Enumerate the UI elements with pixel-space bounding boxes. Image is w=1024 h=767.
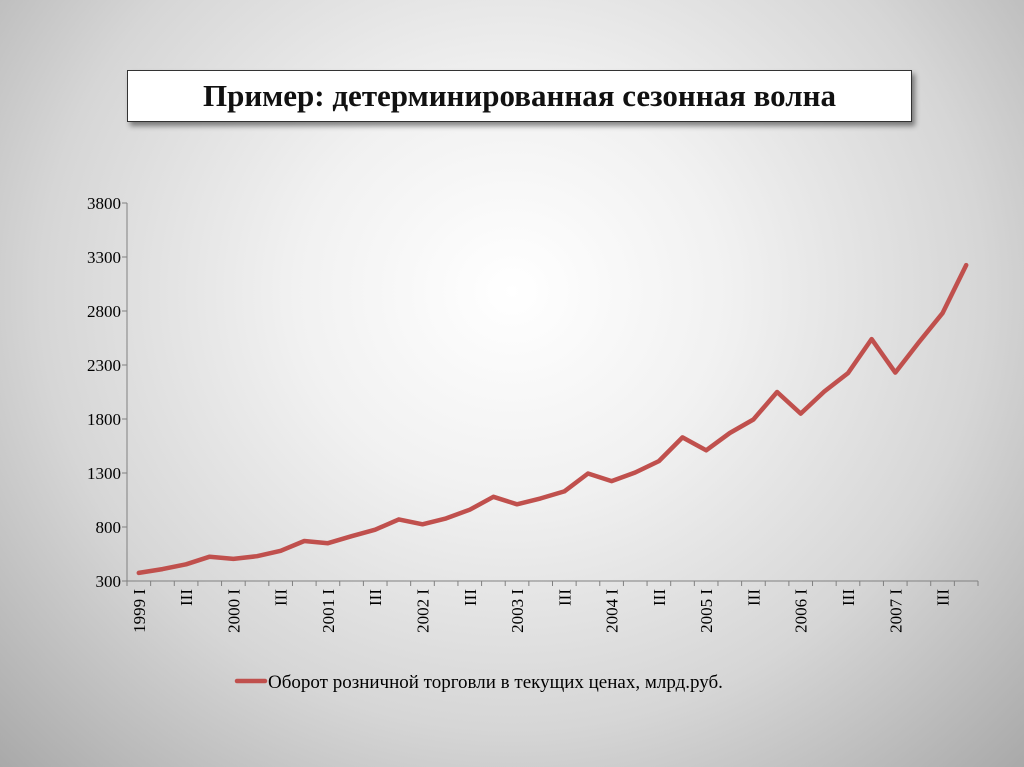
- x-tick-label: III: [461, 589, 480, 606]
- y-tick-label: 1300: [87, 464, 121, 483]
- data-point: [255, 554, 259, 558]
- data-point: [208, 555, 212, 559]
- y-tick-label: 3300: [87, 248, 121, 267]
- data-point: [539, 496, 543, 500]
- x-tick-label: III: [366, 589, 385, 606]
- x-tick-label: 2006 I: [792, 589, 811, 633]
- data-point: [491, 495, 495, 499]
- data-point: [846, 371, 850, 375]
- data-point: [822, 389, 826, 393]
- data-point: [137, 571, 141, 575]
- data-point: [657, 459, 661, 463]
- data-point: [444, 516, 448, 520]
- data-point: [610, 479, 614, 483]
- x-tick-label: 2002 I: [413, 589, 432, 633]
- data-point: [326, 541, 330, 545]
- data-point: [775, 390, 779, 394]
- data-point: [397, 517, 401, 521]
- x-tick-label: III: [934, 589, 953, 606]
- data-point: [420, 522, 424, 526]
- x-tick-label: III: [555, 589, 574, 606]
- x-tick-label: III: [744, 589, 763, 606]
- data-point: [893, 371, 897, 375]
- data-point: [279, 549, 283, 553]
- data-point: [160, 567, 164, 571]
- data-point: [681, 435, 685, 439]
- x-tick-label: 2001 I: [319, 589, 338, 633]
- y-tick-label: 2800: [87, 302, 121, 321]
- x-tick-label: 2004 I: [603, 589, 622, 633]
- x-tick-label: 2007 I: [886, 589, 905, 633]
- y-tick-label: 300: [96, 572, 122, 591]
- data-point: [704, 448, 708, 452]
- title-box: Пример: детерминированная сезонная волна: [127, 70, 912, 122]
- x-tick-label: III: [272, 589, 291, 606]
- data-point: [799, 412, 803, 416]
- data-point: [633, 470, 637, 474]
- data-point: [350, 534, 354, 538]
- x-tick-label: 1999 I: [130, 589, 149, 633]
- x-tick-label: III: [177, 589, 196, 606]
- data-point: [231, 557, 235, 561]
- series-line: [136, 262, 969, 576]
- x-tick-label: III: [650, 589, 669, 606]
- data-point: [184, 562, 188, 566]
- data-point: [515, 502, 519, 506]
- data-point: [586, 472, 590, 476]
- x-tick-label: 2000 I: [224, 589, 243, 633]
- data-point: [870, 337, 874, 341]
- data-point: [728, 431, 732, 435]
- x-tick-label: III: [839, 589, 858, 606]
- y-tick-label: 1800: [87, 410, 121, 429]
- y-tick-label: 2300: [87, 356, 121, 375]
- x-tick-label: 2003 I: [508, 589, 527, 633]
- data-point: [302, 539, 306, 543]
- data-point: [941, 311, 945, 315]
- data-point: [917, 340, 921, 344]
- data-point: [468, 508, 472, 512]
- x-tick-label: 2005 I: [697, 589, 716, 633]
- legend-label: Оборот розничной торговли в текущих цена…: [268, 672, 723, 693]
- slide-title: Пример: детерминированная сезонная волна: [202, 78, 837, 113]
- data-point: [562, 489, 566, 493]
- data-point: [373, 528, 377, 532]
- y-tick-label: 3800: [87, 194, 121, 213]
- y-tick-label: 800: [96, 518, 122, 537]
- data-point: [751, 418, 755, 422]
- data-point: [964, 263, 968, 267]
